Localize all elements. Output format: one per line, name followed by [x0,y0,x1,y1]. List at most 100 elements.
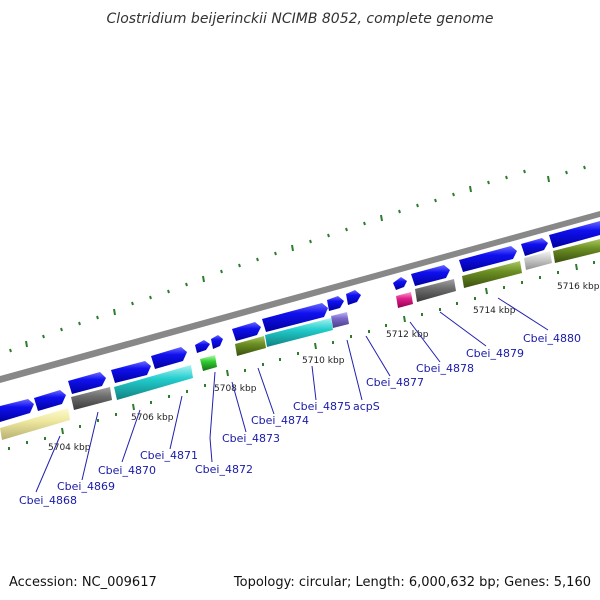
callout-line [439,311,487,347]
tick-mark [60,327,63,332]
tick-mark [363,221,366,226]
gene-label: Cbei_4879 [466,347,524,360]
cog-block-magenta [396,292,413,308]
gene-label: Cbei_4871 [140,449,198,462]
cds-arrow [521,238,548,256]
tick-mark [547,175,550,183]
tick-mark [149,295,152,300]
tick-mark [434,198,437,203]
genome-summary-text: Topology: circular; Length: 6,000,632 bp… [233,575,591,590]
cds-arrow [262,303,328,332]
gene-label: Cbei_4874 [251,414,309,427]
tick-mark [505,175,508,180]
tick-mark [523,169,526,174]
cds-arrow [411,265,450,286]
cog-block-green [200,355,217,371]
tick-mark [309,239,312,244]
callout-line [346,339,363,401]
tick-mark [132,403,135,411]
gene-labels[interactable]: Cbei_4868 Cbei_4869 Cbei_4870 Cbei_4871 … [19,332,581,507]
cds-arrow [232,322,261,341]
tick-mark [96,315,99,320]
scale-label: 5708 kbp [214,384,257,394]
tick-mark [220,269,223,274]
tick-mark [469,185,472,193]
cds-arrow [195,340,210,353]
inner-tick-ring [8,261,595,450]
tick-mark [113,308,116,316]
scale-labels: 5704 kbp 5706 kbp 5708 kbp 5710 kbp 5712… [48,282,600,453]
callout-line [231,381,247,433]
callout-line [311,365,317,401]
accession-text: Accession: NC_009617 [9,575,157,590]
tick-mark [380,214,383,222]
tick-mark [398,209,401,214]
tick-mark [485,287,488,295]
tick-mark [42,334,45,339]
forward-strand-genes[interactable] [0,221,600,422]
cds-arrow [549,221,600,248]
tick-mark [167,289,170,294]
tick-mark [61,427,64,435]
cog-block-purple [331,312,349,328]
callout-line [409,321,441,363]
gene-label: Cbei_4870 [98,464,156,477]
callout-line [209,371,216,463]
callout-line [497,297,549,331]
scale-label: 5710 kbp [302,356,345,366]
cog-block-olive [553,239,600,263]
tick-mark [575,263,578,271]
callout-line [169,395,183,450]
gene-label: Cbei_4875 [293,400,351,413]
tick-mark [226,369,229,377]
tick-mark [185,282,188,287]
cds-arrow [393,277,407,290]
scale-label: 5706 kbp [131,413,174,423]
gene-label: Cbei_4868 [19,494,77,507]
tick-mark [9,348,12,353]
gene-label: Cbei_4869 [57,480,115,493]
scale-label: 5716 kbp [557,282,600,292]
callout-line [365,335,391,377]
cog-block-yellow [0,408,70,440]
tick-mark [487,180,490,185]
cds-arrow [111,361,151,383]
tick-mark [314,342,317,350]
tick-mark [452,192,455,197]
genome-backbone [0,211,600,383]
tick-mark [327,233,330,238]
callout-line [121,409,141,463]
cds-arrow [0,399,34,422]
cog-block-lightgray [524,251,552,270]
cog-block-cyan [265,318,333,347]
tick-mark [25,340,28,348]
cds-arrow [346,290,361,305]
callout-line [35,435,61,493]
callout-line [257,367,275,415]
map-title: Clostridium beijerinckii NCIMB 8052, com… [107,11,494,27]
tick-mark [565,170,568,175]
scale-label: 5712 kbp [386,330,429,340]
gene-label: Cbei_4873 [222,432,280,445]
cog-block-olive [235,336,266,356]
cds-arrow [211,335,223,349]
scale-label: 5714 kbp [473,306,516,316]
tick-mark [202,275,205,283]
cds-arrow [151,347,187,369]
tick-mark [416,203,419,208]
cds-arrow [34,390,66,411]
cog-category-blocks[interactable] [0,239,600,440]
gene-callouts [35,297,549,493]
tick-mark [274,251,277,256]
tick-mark [345,227,348,232]
callout-line [81,411,99,481]
cog-block-gray [71,387,112,410]
tick-mark [583,165,586,170]
gene-label: Cbei_4878 [416,362,474,375]
tick-mark [403,315,406,323]
outer-tick-ring [9,165,586,353]
cog-block-olive [462,261,522,288]
tick-mark [131,301,134,306]
tick-mark [256,257,259,262]
